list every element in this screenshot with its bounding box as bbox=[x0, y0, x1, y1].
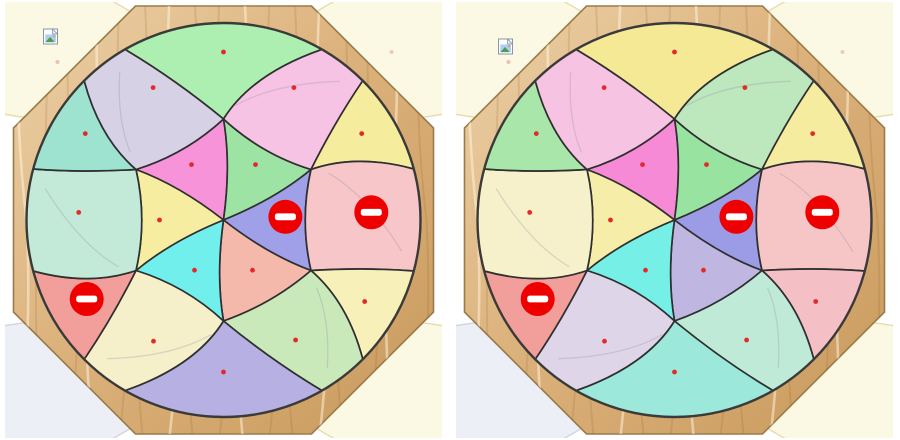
piece-center-dot bbox=[359, 131, 365, 137]
no-entry-icon bbox=[354, 195, 389, 230]
no-entry-icon bbox=[805, 195, 840, 230]
corner-piece-dot bbox=[506, 60, 511, 64]
piece-center-dot bbox=[192, 267, 197, 273]
piece-center-dot bbox=[704, 162, 709, 168]
piece-center-dot bbox=[701, 267, 706, 273]
icon-sun bbox=[53, 35, 56, 38]
piece-center-dot bbox=[742, 85, 748, 90]
no-entry-icon bbox=[520, 282, 555, 316]
corner-piece-dot bbox=[389, 50, 394, 54]
board-circle-rim bbox=[25, 21, 422, 419]
piece-center-dot bbox=[533, 131, 539, 137]
piece-center-dot bbox=[253, 162, 258, 168]
piece-center-dot bbox=[527, 210, 533, 215]
icon-hill bbox=[500, 47, 510, 53]
no-entry-icon bbox=[719, 199, 754, 234]
piece-ghost-line bbox=[118, 71, 132, 153]
piece-center-dot bbox=[810, 131, 816, 137]
icon-sun bbox=[508, 45, 511, 48]
piece-center-dot bbox=[221, 369, 226, 375]
icon-page-fold bbox=[52, 28, 59, 35]
piece-center-dot bbox=[672, 369, 677, 375]
piece-ghost-line bbox=[558, 333, 663, 360]
broken-image-icon bbox=[498, 38, 514, 55]
piece-center-dot bbox=[150, 85, 156, 90]
piece-center-dot bbox=[151, 338, 156, 344]
piece-center-dot bbox=[362, 299, 368, 304]
piece-center-dot bbox=[76, 210, 82, 215]
piece-center-dot bbox=[157, 217, 162, 223]
piece-center-dot bbox=[82, 131, 88, 137]
corner-piece-dot bbox=[55, 60, 60, 64]
puzzle-piece-outer-left-quad[interactable] bbox=[476, 168, 594, 280]
broken-image-icon bbox=[43, 28, 59, 45]
piece-center-dot bbox=[640, 162, 645, 168]
piece-center-dot bbox=[813, 299, 819, 304]
icon-page-fold bbox=[507, 38, 514, 45]
piece-ghost-line bbox=[686, 80, 791, 107]
piece-center-dot bbox=[672, 49, 677, 55]
puzzle-board-left[interactable] bbox=[5, 2, 442, 438]
piece-center-dot bbox=[744, 337, 749, 343]
piece-center-dot bbox=[221, 49, 226, 55]
piece-center-dot bbox=[601, 85, 607, 90]
piece-ghost-line bbox=[766, 287, 780, 369]
puzzle-board-right[interactable] bbox=[456, 2, 893, 438]
piece-center-dot bbox=[250, 267, 255, 273]
piece-ghost-line bbox=[44, 188, 119, 268]
piece-ghost-line bbox=[315, 287, 329, 369]
board-circle-rim bbox=[476, 21, 873, 419]
piece-center-dot bbox=[291, 85, 297, 90]
piece-center-dot bbox=[608, 217, 613, 223]
piece-center-dot bbox=[189, 162, 194, 168]
piece-ghost-line bbox=[235, 80, 340, 107]
piece-ghost-line bbox=[569, 71, 583, 153]
puzzle-piece-outer-left-quad[interactable] bbox=[25, 168, 143, 280]
puzzle-piece-outer-top-left-quad[interactable] bbox=[83, 48, 225, 171]
no-entry-icon bbox=[69, 282, 104, 316]
piece-center-dot bbox=[643, 267, 648, 273]
piece-ghost-line bbox=[107, 333, 212, 360]
no-entry-icon bbox=[268, 199, 303, 234]
piece-center-dot bbox=[293, 337, 298, 343]
corner-piece-dot bbox=[840, 50, 845, 54]
puzzle-piece-outer-top-left-quad[interactable] bbox=[534, 48, 676, 171]
icon-hill bbox=[45, 37, 55, 43]
piece-center-dot bbox=[602, 338, 607, 344]
piece-ghost-line bbox=[495, 188, 570, 268]
